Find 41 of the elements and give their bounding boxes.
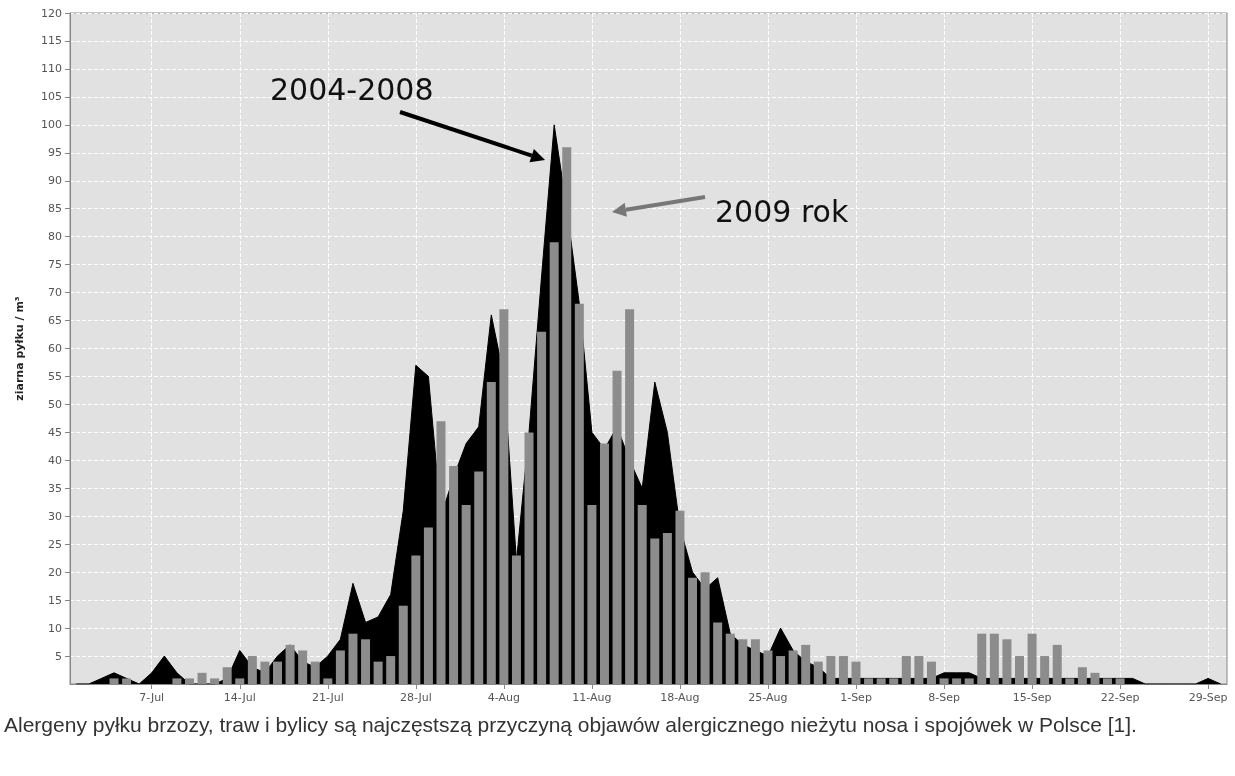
x-tick-label: 15-Sep [1012,691,1052,704]
y-tick-label: 115 [41,34,62,48]
y-tick-label: 95 [48,146,62,160]
y-tick-label: 40 [48,453,62,467]
y-tick-label: 80 [48,230,62,244]
x-tick-label: 18-Aug [660,691,700,704]
x-tick-label: 22-Sep [1100,691,1140,704]
y-tick-label: 75 [48,258,62,272]
y-tick-label: 50 [48,397,62,411]
y-tick-label: 20 [48,565,62,579]
y-tick-label: 60 [48,342,62,355]
y-axis-title: ziarna pyłku / m³ [13,296,26,401]
y-tick-label: 45 [48,425,62,439]
x-tick-label: 28-Jul [399,691,432,704]
y-tick-label: 85 [48,202,62,216]
x-tick-label: 4-Aug [487,691,520,704]
x-tick-label: 21-Jul [311,691,344,704]
y-tick-label: 65 [48,314,62,328]
x-tick-label: 29-Sep [1188,691,1228,704]
y-tick-label: 5 [55,649,62,663]
x-tick-label: 14-Jul [223,691,256,704]
x-tick-label: 25-Aug [748,691,788,704]
y-tick-label: 110 [41,62,62,76]
y-tick-label: 55 [48,369,62,383]
y-tick-label: 70 [48,286,62,300]
y-tick-label: 15 [48,593,62,607]
annotation: 2009 rok [715,194,849,229]
x-tick-label: 11-Aug [572,691,612,704]
y-tick-label: 100 [41,118,62,132]
annotation: 2004-2008 [270,72,434,107]
y-tick-label: 25 [48,537,62,551]
x-tick-label: 8-Sep [928,691,960,704]
y-tick-label: 10 [48,621,62,635]
x-tick-label: 7-Jul [139,691,165,704]
y-tick-label: 105 [41,90,62,104]
y-tick-label: 90 [48,174,62,188]
x-tick-label: 1-Sep [840,691,872,704]
text: Alergeny pyłku brzozy, traw i bylicy są najczęstszą przyczyną objawów alergicznego nieżytu nosa i spojówek w Polsce [1]. [4,712,1138,738]
y-tick-label: 30 [48,509,62,523]
y-tick-label: 35 [48,481,62,495]
y-tick-label: 120 [41,6,62,20]
